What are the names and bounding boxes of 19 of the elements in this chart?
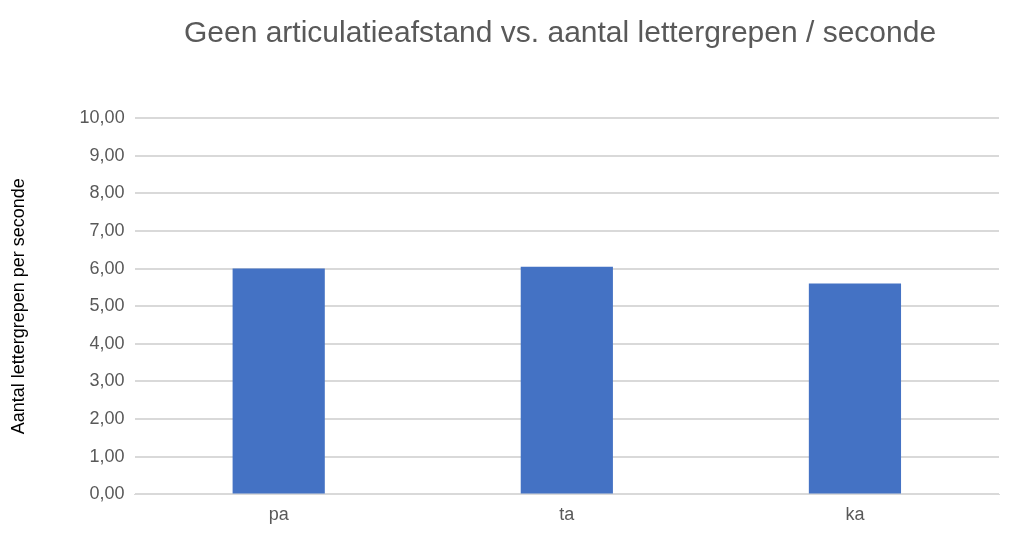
bar — [808, 283, 902, 494]
y-tick-label: 9,00 — [89, 144, 125, 165]
y-tick-label: 6,00 — [89, 257, 125, 278]
y-tick-label: 0,00 — [89, 483, 125, 504]
y-tick-label: 10,00 — [79, 106, 125, 127]
x-tick-label: pa — [268, 504, 290, 525]
y-tick-label: 5,00 — [89, 295, 125, 316]
x-tick-label: ta — [559, 504, 576, 525]
y-axis-title: Aantal lettergrepen per seconde — [7, 178, 28, 435]
chart-title: Geen articulatieafstand vs. aantal lettergrepen / seconde — [182, 14, 938, 50]
x-tick-label: ka — [845, 504, 866, 525]
bar — [520, 266, 613, 494]
bar — [232, 268, 325, 494]
y-tick-label: 4,00 — [89, 332, 125, 353]
y-tick-label: 1,00 — [89, 445, 125, 466]
y-tick-label: 2,00 — [89, 408, 125, 429]
y-tick-label: 7,00 — [89, 219, 125, 240]
y-tick-label: 8,00 — [89, 182, 125, 203]
y-tick-label: 3,00 — [89, 370, 125, 391]
